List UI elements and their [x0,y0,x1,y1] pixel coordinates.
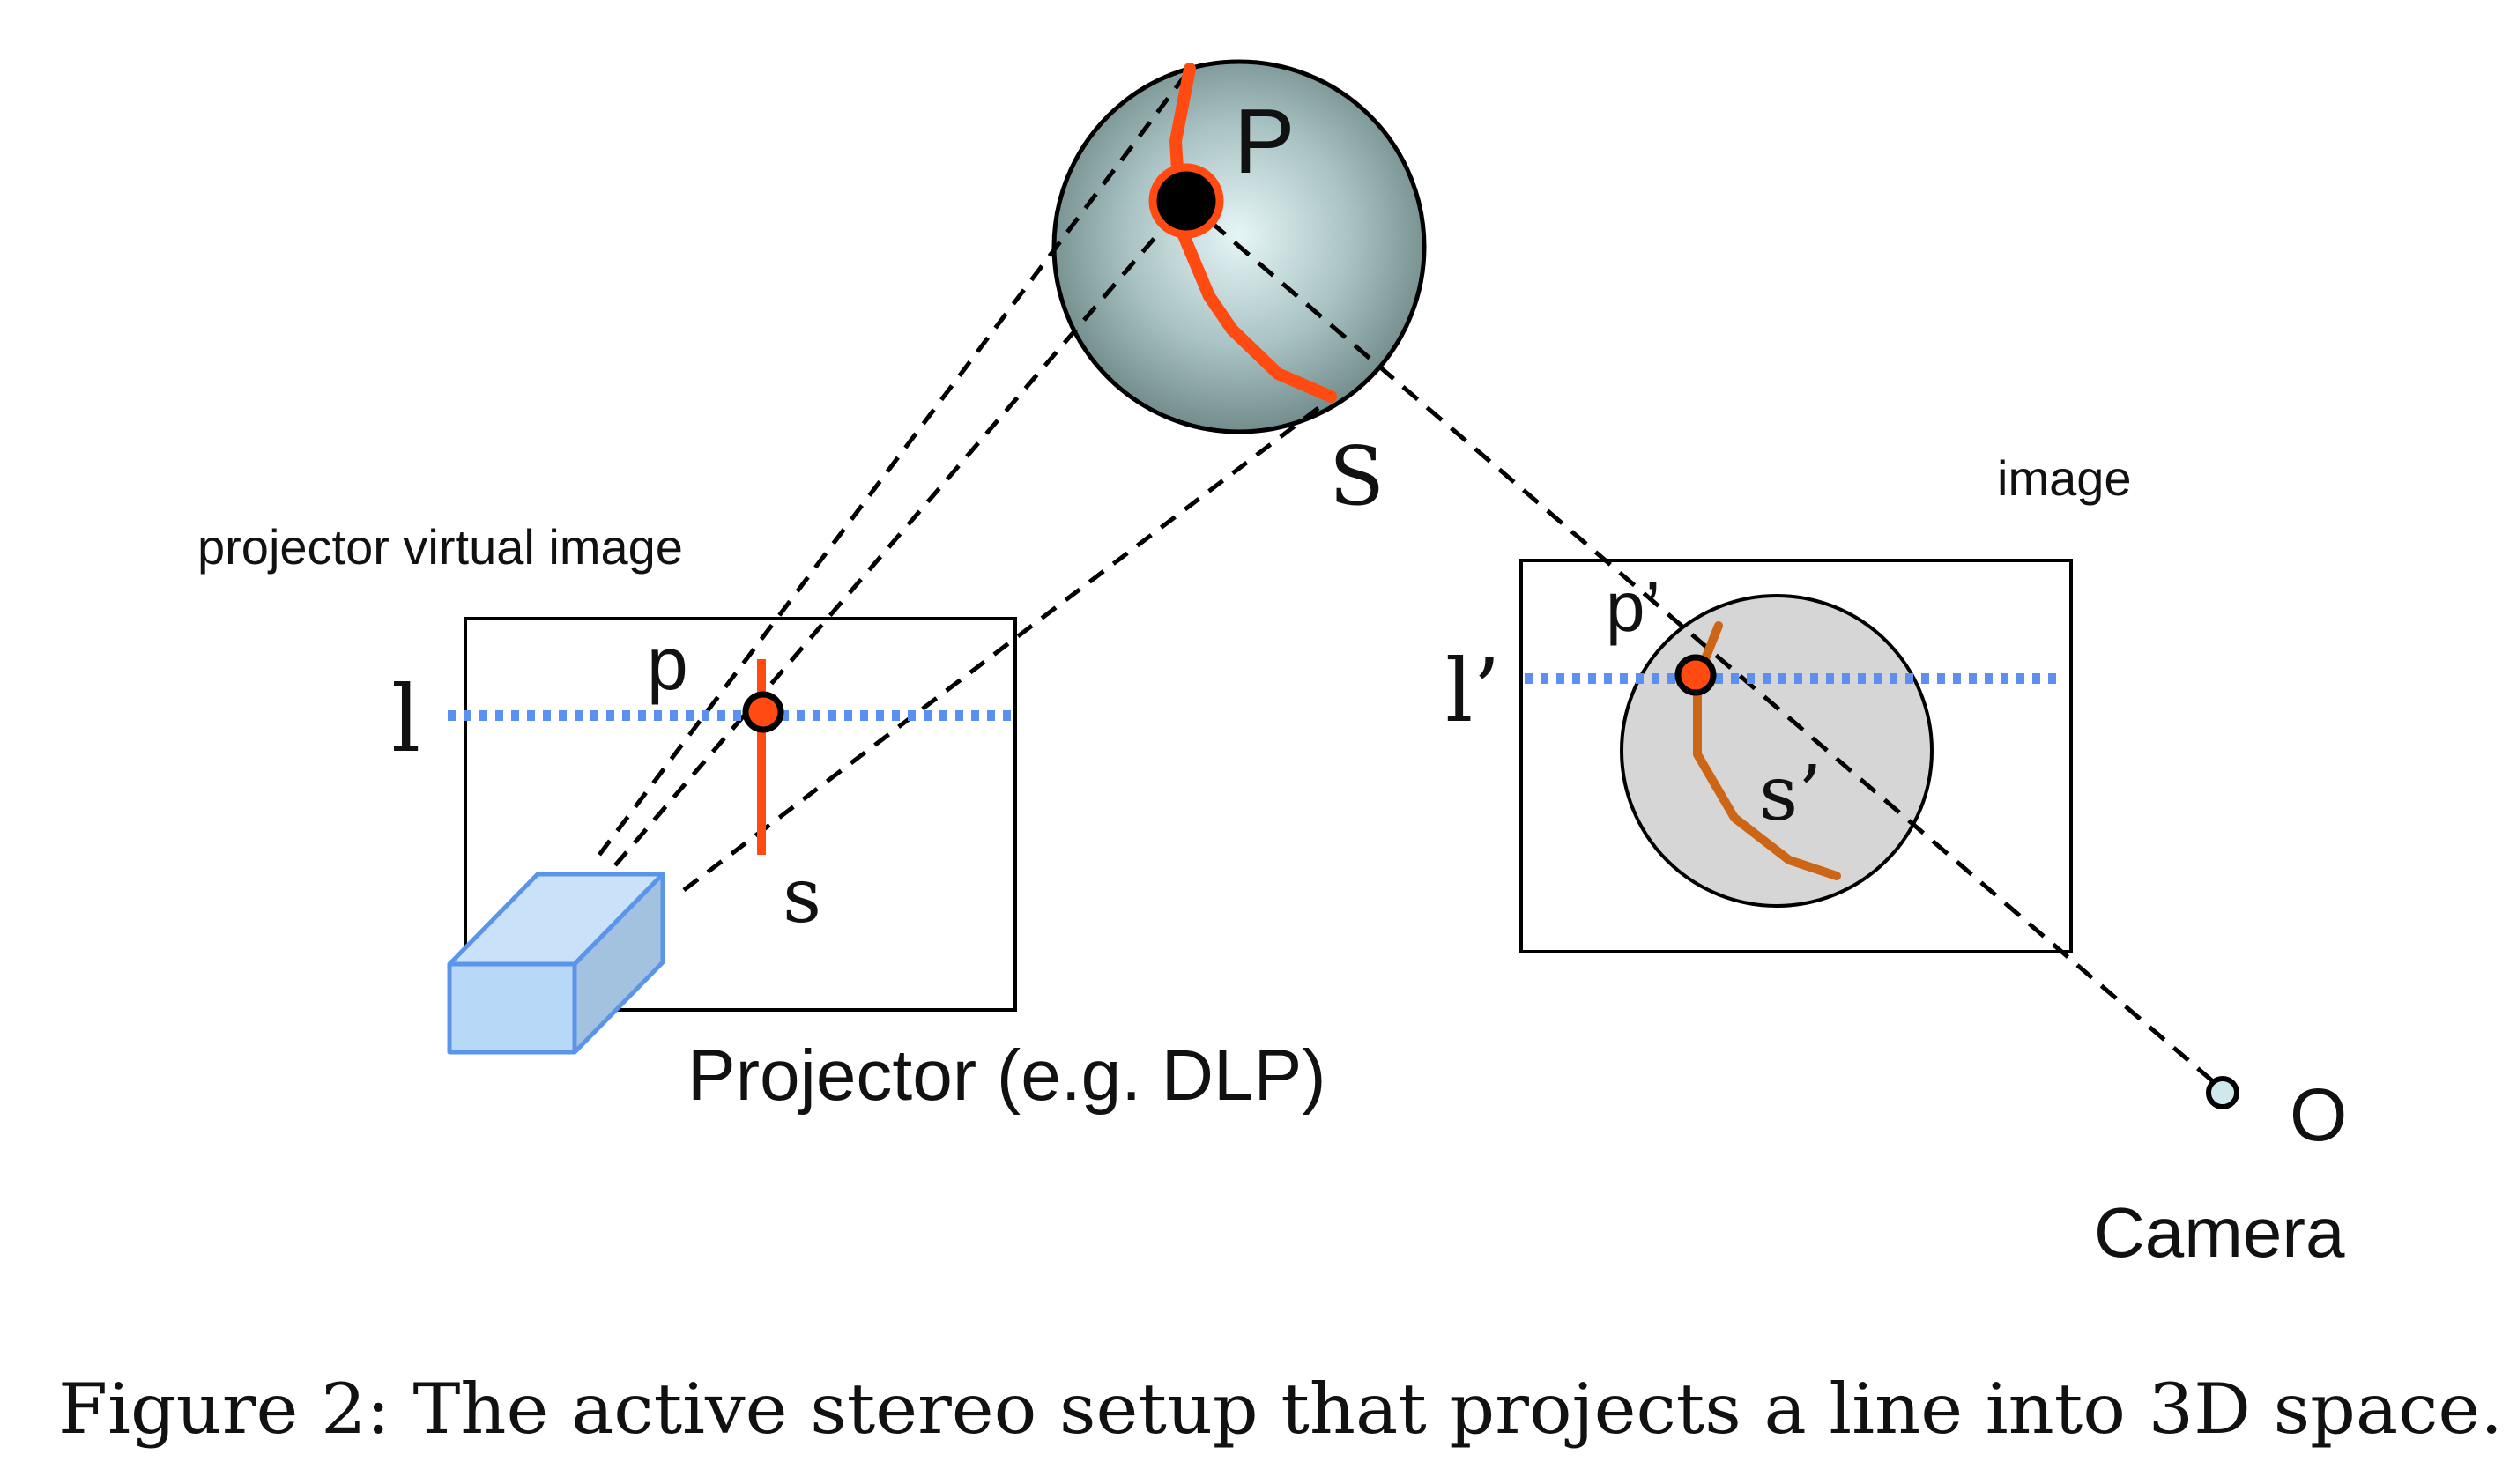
sphere-stripe-S [1169,63,1337,403]
camera-image-plane [1519,559,2073,953]
camera-ray-segment [1184,199,2216,1084]
camera-ray [1184,199,2216,1084]
point-p-prime-marker [1674,654,1717,696]
label-S: S [1329,429,1385,523]
projection-ray-outer [598,72,1188,857]
label-P: P [1234,91,1295,193]
figure-caption: Figure 2: The active stereo setup that p… [58,1369,2503,1450]
projector-image-plane [464,617,1017,1012]
projector-box-front [447,961,577,1055]
projection-rays [598,72,1324,892]
label-p: p [647,622,688,705]
camera-center-O [2206,1076,2239,1109]
label-s: s [783,852,821,940]
label-projector: Projector (e.g. DLP) [687,1035,1326,1116]
label-camera: Camera [2094,1193,2345,1272]
point-P-marker [1148,163,1224,239]
label-s-prime: s’ [1759,750,1822,838]
label-p-prime: p’ [1606,568,1660,646]
label-image: image [1997,450,2132,506]
projection-ray-through-p [613,197,1190,867]
label-projector-virtual-image: projector virtual image [197,519,683,575]
projector-device-icon [447,872,665,1055]
label-l: l [391,665,420,773]
label-O: O [2290,1073,2347,1156]
point-p-marker [742,691,784,733]
projection-ray-lower [682,404,1324,892]
label-l-prime: l’ [1445,642,1501,742]
